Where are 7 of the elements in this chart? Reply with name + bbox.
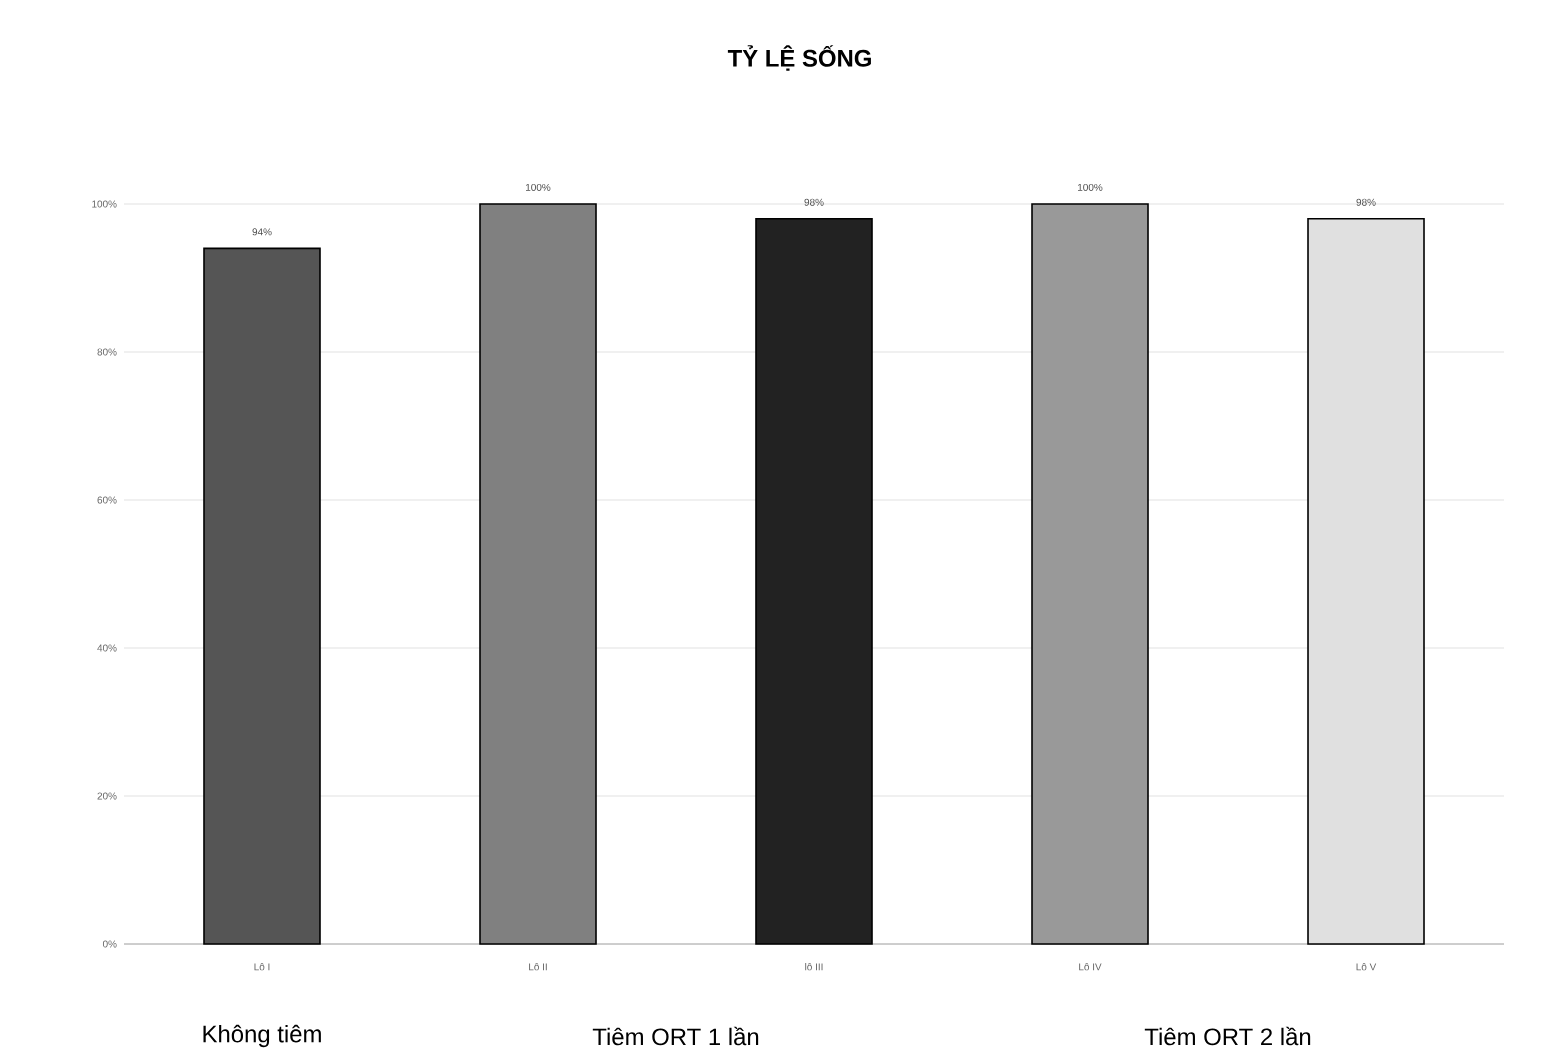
chart-title: TỶ LỆ SỐNG (727, 45, 871, 71)
bar (203, 247, 321, 945)
text: Không tiêm (203, 1024, 321, 1048)
text: Tiêm ORT 1 lần (592, 1026, 759, 1046)
bar (479, 203, 597, 945)
text: Tiêm ORT 2 lần (1144, 1026, 1311, 1046)
bar (755, 217, 873, 945)
